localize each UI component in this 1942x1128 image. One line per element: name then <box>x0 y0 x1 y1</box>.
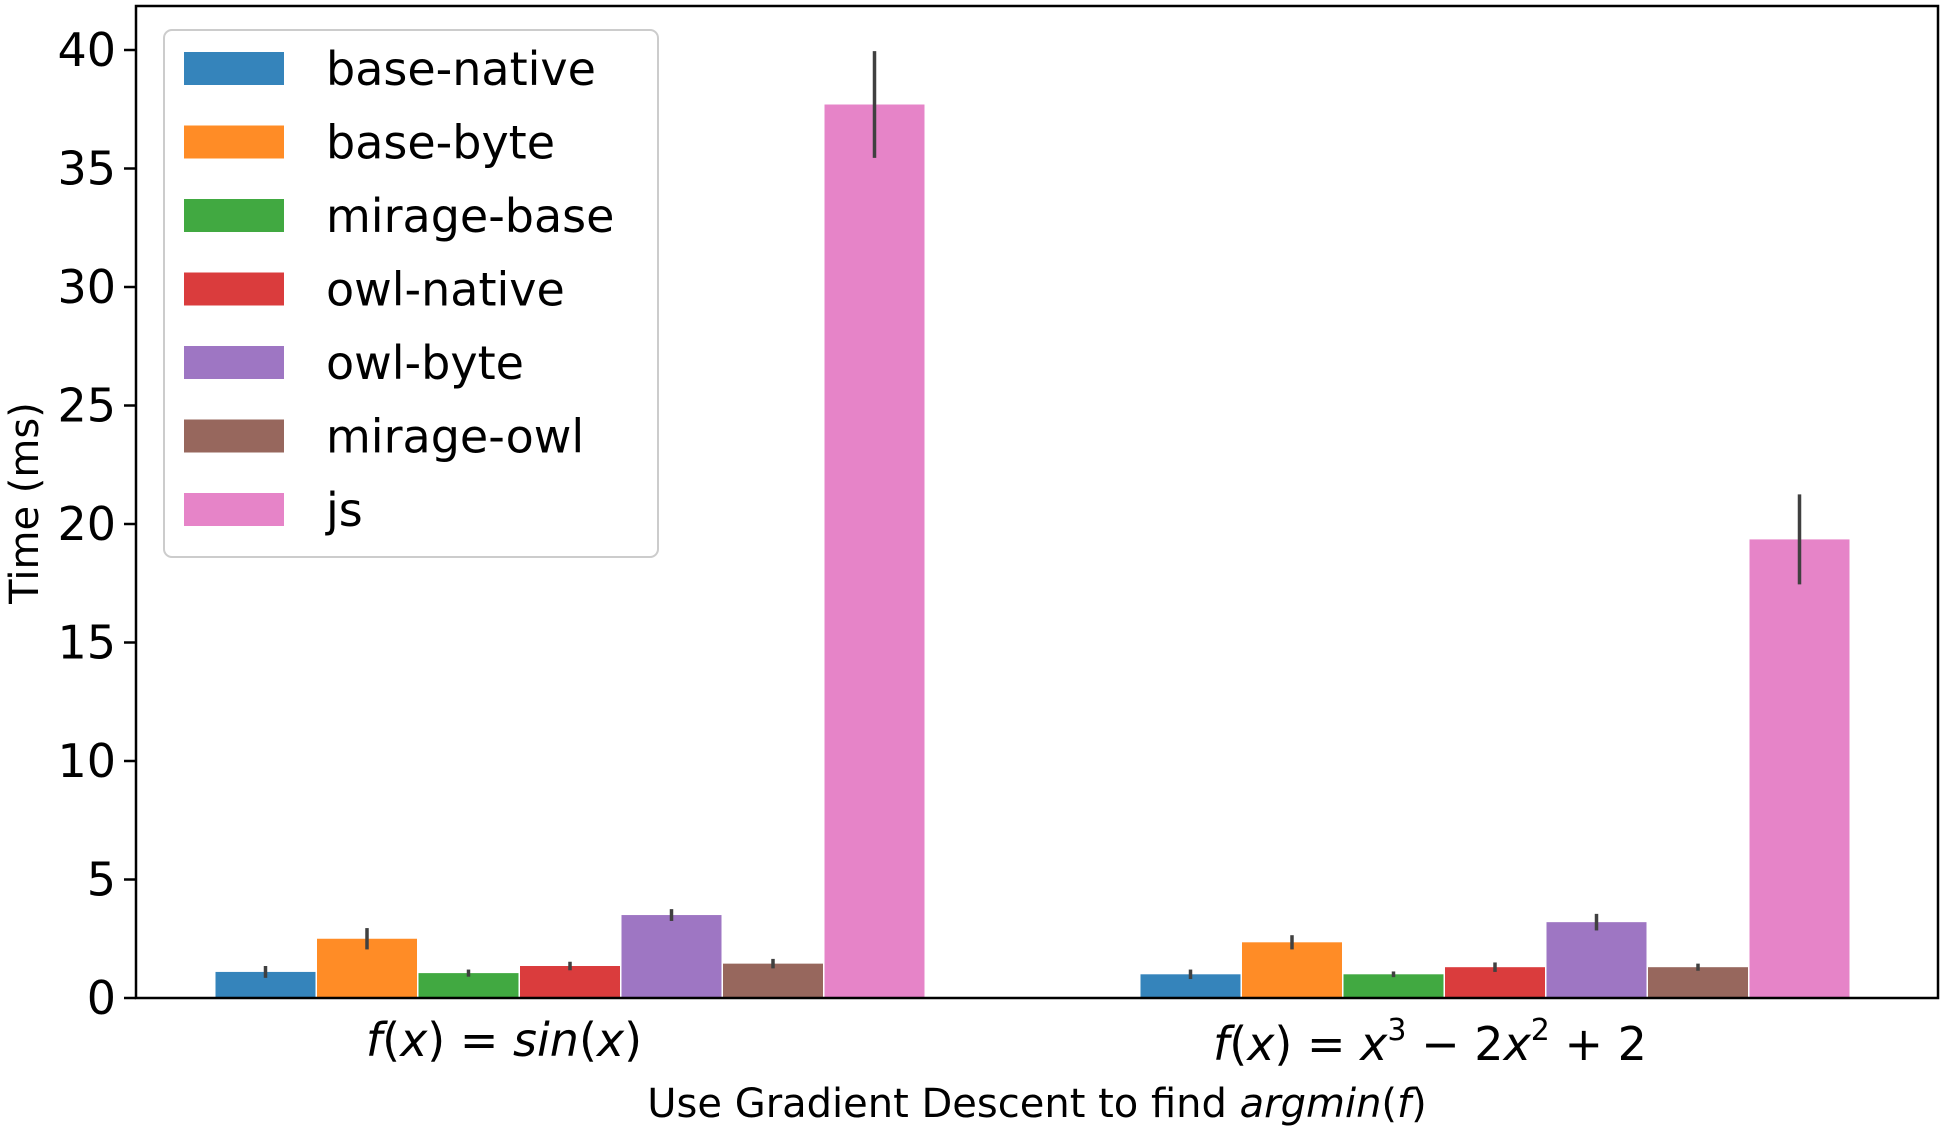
bar-owl-native-cat1 <box>1445 967 1545 998</box>
legend-box <box>163 29 659 558</box>
bar-js-cat0 <box>824 104 925 998</box>
legend-swatch-base-byte <box>184 125 284 159</box>
bar-owl-native-cat0 <box>520 966 620 998</box>
legend-swatch-owl-native <box>184 272 284 306</box>
category-label-sin: f(x) = sin(x) <box>366 1013 642 1067</box>
bar-mirage-owl-cat0 <box>723 963 823 998</box>
y-tick-label-5: 5 <box>87 853 116 907</box>
bars-layer <box>215 104 1850 998</box>
legend-swatch-owl-byte <box>184 346 284 379</box>
legend-label-owl-byte: owl-byte <box>326 336 524 390</box>
legend-swatch-mirage-owl <box>184 419 284 453</box>
legend-swatch-base-native <box>184 52 284 85</box>
legend-label-mirage-owl: mirage-owl <box>326 410 584 464</box>
y-tick-label-10: 10 <box>57 734 116 788</box>
y-axis: 0 5 10 15 20 25 30 35 40 <box>57 23 136 1025</box>
bar-js-cat1 <box>1749 539 1850 998</box>
y-axis-label: Time (ms) <box>2 402 48 605</box>
y-tick-label-25: 25 <box>57 379 116 433</box>
y-tick-label-15: 15 <box>57 616 116 670</box>
y-tick-label-30: 30 <box>57 260 116 314</box>
legend-label-mirage-base: mirage-base <box>326 189 614 243</box>
bar-owl-byte-cat1 <box>1546 922 1647 998</box>
x-axis-label: Use Gradient Descent to find argmin(f) <box>647 1081 1426 1127</box>
bar-base-native-cat1 <box>1140 974 1241 998</box>
legend-swatch-mirage-base <box>184 199 284 232</box>
y-tick-label-0: 0 <box>87 971 116 1025</box>
legend: base-native base-byte mirage-base owl-nativ… <box>163 29 659 558</box>
bar-mirage-base-cat0 <box>418 973 519 998</box>
bar-mirage-base-cat1 <box>1343 974 1444 998</box>
legend-label-owl-native: owl-native <box>326 263 565 317</box>
y-tick-label-40: 40 <box>57 23 116 77</box>
bar-base-byte-cat1 <box>1242 942 1342 998</box>
category-label-polynomial: f(x) = x3 − 2x2 + 2 <box>1213 1013 1647 1071</box>
legend-items: base-native base-byte mirage-base owl-nativ… <box>184 42 614 537</box>
legend-label-base-byte: base-byte <box>326 116 555 170</box>
y-tick-label-20: 20 <box>57 497 116 551</box>
legend-label-js: js <box>325 483 363 537</box>
y-tick-label-35: 35 <box>57 142 116 196</box>
plot-frame <box>134 4 1940 1000</box>
legend-swatch-js <box>184 493 284 526</box>
legend-label-base-native: base-native <box>326 42 596 96</box>
bar-owl-byte-cat0 <box>621 915 722 998</box>
bar-mirage-owl-cat1 <box>1648 967 1748 998</box>
error-bars-layer <box>263 51 1802 980</box>
